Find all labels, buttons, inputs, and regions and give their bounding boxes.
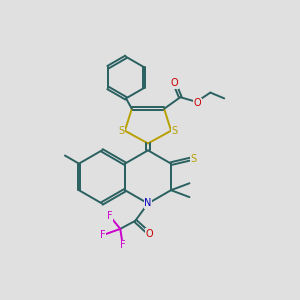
Text: O: O [145, 229, 153, 238]
Text: S: S [172, 126, 178, 136]
Text: O: O [194, 98, 202, 108]
Text: S: S [118, 126, 124, 136]
Text: F: F [100, 230, 106, 240]
Text: F: F [120, 240, 125, 250]
Text: O: O [171, 78, 178, 88]
Text: S: S [190, 154, 196, 164]
Text: N: N [144, 199, 152, 208]
Text: F: F [107, 211, 113, 221]
